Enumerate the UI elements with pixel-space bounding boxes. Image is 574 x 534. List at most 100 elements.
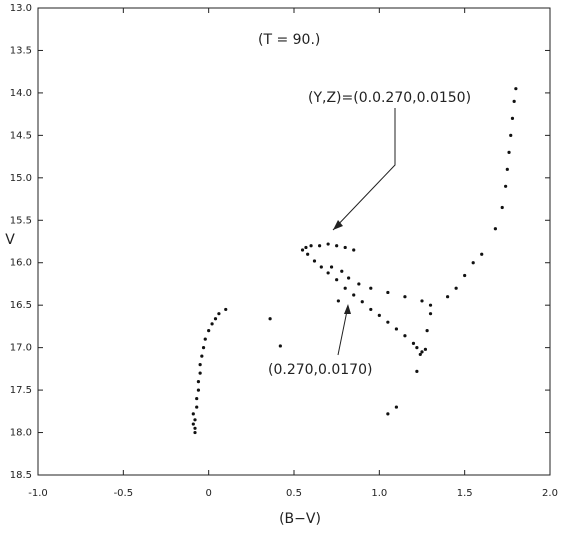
data-point — [446, 295, 450, 299]
plot-frame — [37, 7, 551, 476]
data-point — [300, 248, 305, 252]
data-point — [200, 354, 204, 358]
arrow-head — [333, 220, 343, 230]
data-point — [509, 133, 513, 137]
x-tick-label: -0.5 — [114, 488, 134, 499]
x-tick-label: -1.0 — [28, 488, 48, 499]
data-point — [196, 380, 201, 384]
data-point — [340, 269, 344, 273]
data-point — [500, 205, 504, 210]
data-point — [425, 329, 429, 333]
annotation: (T = 90.) — [258, 32, 320, 48]
data-point — [207, 329, 211, 333]
data-point — [335, 278, 339, 282]
data-point — [201, 346, 206, 350]
data-point — [471, 261, 475, 265]
data-point — [394, 405, 398, 409]
data-point — [386, 290, 390, 295]
annotation-arrow — [332, 108, 396, 231]
data-point — [318, 244, 322, 248]
data-point — [193, 418, 197, 422]
data-point — [268, 317, 272, 321]
x-tick-label: 1.5 — [457, 488, 473, 499]
y-tick-label: 14.5 — [10, 130, 32, 141]
data-point — [415, 346, 419, 350]
y-axis-label: V — [5, 232, 15, 248]
y-tick-label: 13.0 — [10, 3, 32, 14]
x-tick-label: 0 — [205, 488, 211, 499]
data-point — [312, 259, 317, 263]
data-point — [428, 303, 433, 307]
data-point — [193, 430, 197, 435]
y-tick-label: 18.5 — [10, 470, 32, 481]
data-point — [329, 265, 334, 269]
data-point — [454, 286, 458, 290]
data-point — [191, 422, 195, 426]
y-tick-label: 15.0 — [10, 173, 32, 184]
annotation: (0.270,0.0170) — [268, 362, 372, 378]
data-point — [347, 276, 351, 280]
data-point — [198, 371, 202, 375]
data-point — [326, 271, 330, 275]
data-point — [423, 347, 428, 351]
data-point — [418, 352, 422, 357]
data-point — [304, 245, 308, 250]
data-point — [195, 405, 199, 409]
data-point — [504, 184, 508, 188]
data-point — [415, 369, 419, 374]
data-point — [386, 412, 390, 416]
data-point — [357, 282, 361, 286]
data-point — [352, 248, 356, 252]
data-point — [386, 320, 390, 324]
data-point — [326, 242, 330, 246]
data-point — [309, 244, 313, 248]
data-point — [278, 344, 282, 348]
data-point — [403, 295, 407, 299]
y-tick-label: 17.0 — [10, 343, 32, 354]
data-point — [213, 317, 218, 321]
data-point — [507, 150, 511, 154]
data-point — [193, 426, 197, 430]
arrow-head — [344, 304, 351, 314]
data-point — [394, 327, 398, 331]
data-point — [493, 227, 497, 231]
x-tick-label: 2.0 — [542, 488, 558, 499]
y-tick-label: 16.5 — [10, 300, 32, 311]
data-point — [512, 99, 516, 103]
y-tick-label: 13.5 — [10, 45, 32, 56]
data-point — [198, 363, 202, 367]
data-point — [505, 167, 509, 171]
data-point — [480, 252, 484, 256]
y-tick-label: 18.0 — [10, 428, 32, 439]
data-point — [369, 307, 373, 312]
data-point — [191, 412, 195, 416]
x-axis-label: (B−V) — [279, 511, 321, 527]
data-point — [360, 300, 364, 304]
y-tick-label: 16.0 — [10, 258, 32, 269]
data-point — [514, 87, 518, 91]
y-tick-label: 17.5 — [10, 385, 32, 396]
data-point — [319, 265, 323, 269]
annotation: (Y,Z)=(0.0.270,0.0150) — [308, 90, 471, 106]
data-point — [377, 313, 381, 317]
x-tick-label: 0.5 — [286, 488, 302, 499]
data-point — [343, 286, 347, 290]
data-point — [411, 341, 416, 345]
data-point — [203, 337, 207, 341]
data-point — [428, 312, 433, 316]
x-tick-label: 1.0 — [371, 488, 387, 499]
data-point — [420, 299, 424, 303]
data-point — [336, 299, 340, 303]
y-tick-label: 14.0 — [10, 88, 32, 99]
data-point — [306, 252, 310, 256]
y-tick-label: 15.5 — [10, 215, 32, 226]
data-point — [343, 245, 347, 250]
data-point — [369, 286, 373, 290]
data-point — [195, 396, 199, 401]
data-point — [420, 350, 424, 354]
data-point — [335, 244, 339, 248]
data-point — [224, 307, 228, 312]
data-point — [217, 312, 221, 316]
data-point — [403, 334, 407, 338]
